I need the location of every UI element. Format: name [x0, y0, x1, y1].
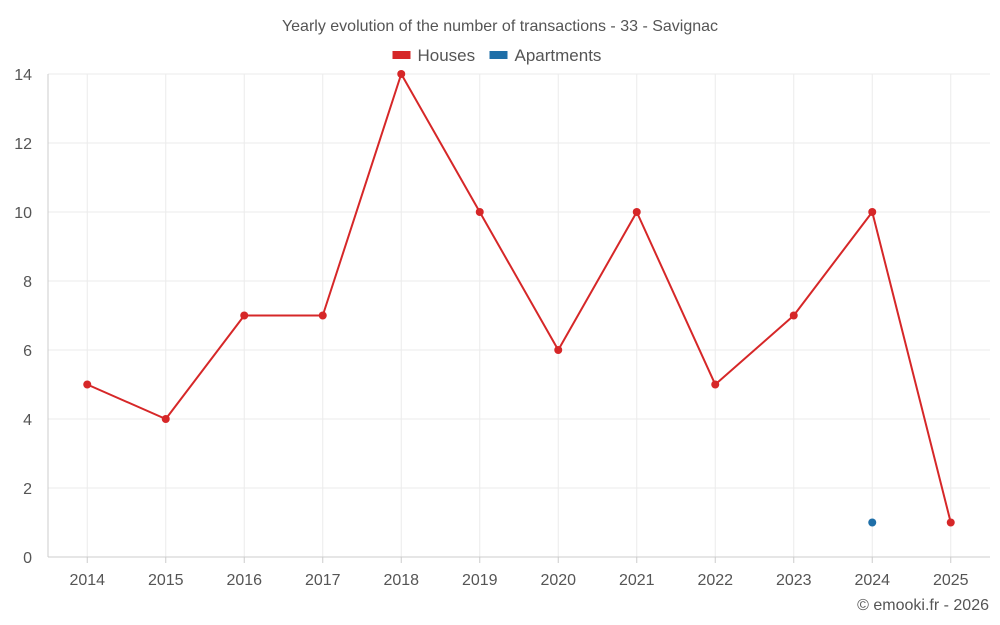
houses-point-2019 — [475, 208, 484, 216]
y-tick-label: 8 — [23, 274, 32, 291]
series-apartments — [868, 518, 877, 527]
houses-point-2024 — [868, 208, 877, 216]
apartments-point-2024 — [868, 518, 877, 527]
legend-swatch-apartments — [489, 51, 508, 59]
series-layer — [83, 70, 955, 527]
houses-point-2025 — [946, 518, 955, 527]
legend-item-apartments: Apartments — [489, 46, 602, 65]
chart-title: Yearly evolution of the number of transa… — [282, 18, 718, 35]
legend-label-houses: Houses — [418, 46, 476, 65]
legend-item-houses: Houses — [392, 46, 476, 65]
y-tick-label: 2 — [23, 481, 32, 498]
x-tick-label: 2018 — [383, 572, 419, 589]
y-tick-label: 12 — [14, 136, 32, 153]
x-tick-label: 2023 — [776, 572, 812, 589]
x-tick-label: 2022 — [697, 572, 733, 589]
credit-text: © emooki.fr - 2026 — [857, 597, 989, 614]
x-tick-label: 2016 — [226, 572, 262, 589]
houses-point-2017 — [318, 311, 327, 320]
grid — [48, 73, 990, 557]
houses-line — [86, 73, 952, 523]
y-tick-label: 10 — [14, 205, 32, 222]
x-tick-label: 2021 — [619, 572, 655, 589]
x-tick-label: 2017 — [305, 572, 341, 589]
x-tick-label: 2019 — [462, 572, 498, 589]
x-tick-label: 2015 — [148, 572, 184, 589]
houses-point-2021 — [632, 208, 641, 216]
legend: Houses Apartments — [392, 46, 602, 65]
houses-point-2015 — [161, 415, 170, 423]
houses-point-2016 — [240, 311, 249, 320]
x-tick-label: 2024 — [854, 572, 890, 589]
series-houses — [83, 70, 955, 527]
houses-point-2023 — [789, 311, 798, 320]
legend-swatch-houses — [392, 51, 411, 59]
legend-label-apartments: Apartments — [515, 46, 602, 65]
x-tick-label: 2025 — [933, 572, 969, 589]
y-tick-label: 4 — [23, 412, 32, 429]
y-tick-label: 0 — [23, 550, 32, 567]
houses-point-2014 — [83, 380, 92, 389]
x-tick-label: 2020 — [540, 572, 576, 589]
y-tick-label: 6 — [23, 343, 32, 360]
x-tick-label: 2014 — [69, 572, 105, 589]
houses-point-2018 — [397, 70, 406, 78]
y-tick-label: 14 — [14, 67, 32, 84]
axes: 0 2 4 6 8 10 12 14 2014 2015 2016 2017 2018 2019 2020 2… — [14, 67, 990, 589]
houses-point-2020 — [554, 346, 563, 354]
houses-point-2022 — [711, 380, 720, 389]
